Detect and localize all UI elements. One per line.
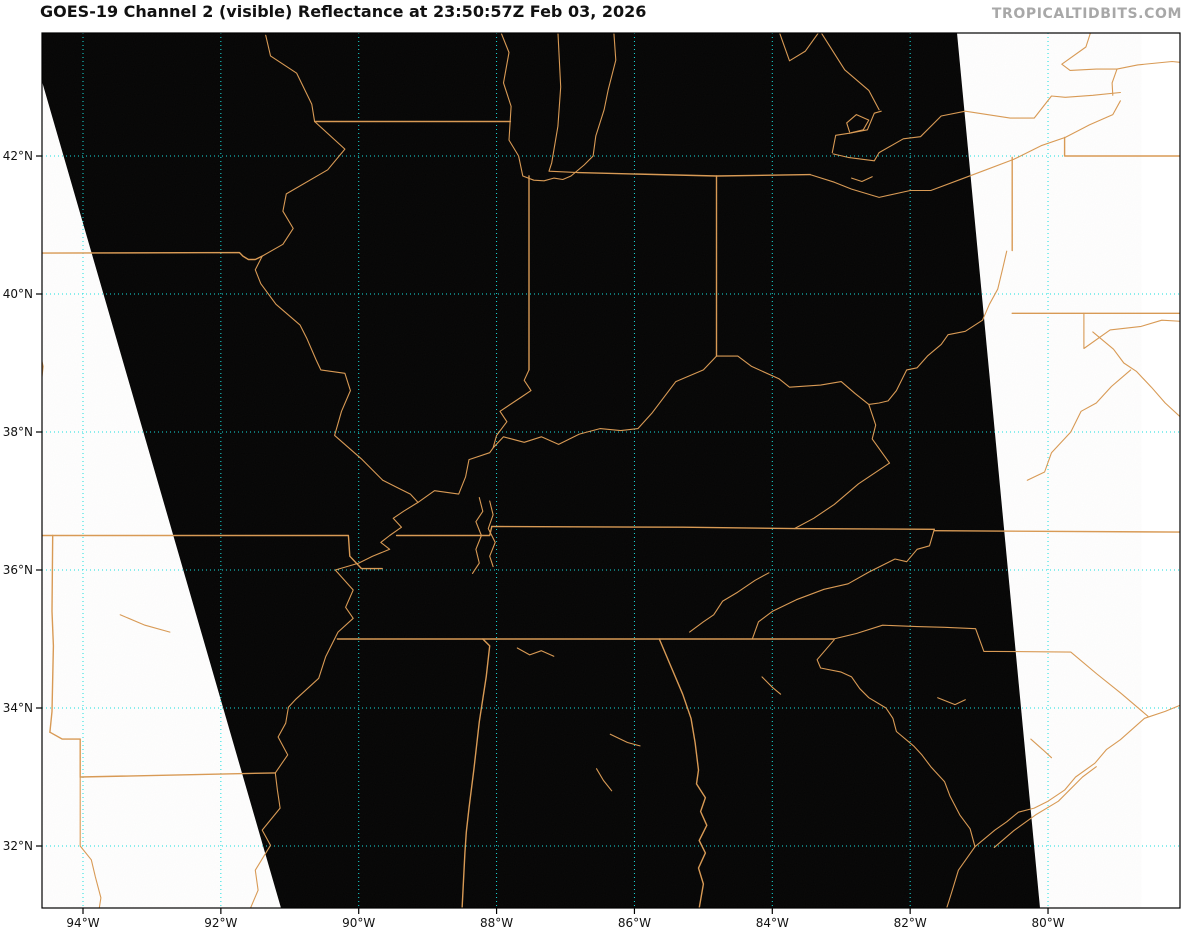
tropicaltidbits-watermark: TROPICALTIDBITS.COM — [991, 6, 1182, 22]
map-feature-border-la-tx — [79, 776, 102, 908]
x-tick-label: 82°W — [894, 916, 927, 929]
map-feature-michigan-thumb-shore — [820, 33, 880, 111]
map-feature-border-ky-wv — [868, 403, 891, 464]
map-feature-border-ny-pa — [1063, 136, 1180, 157]
x-tick-label: 94°W — [66, 916, 99, 929]
map-feature-border-va-nc — [933, 530, 1180, 533]
plot-border — [41, 32, 1181, 909]
map-feature-border-ky-tn-west — [395, 525, 493, 537]
sensor-noise — [42, 33, 1040, 908]
map-feature-lake-lanier — [761, 676, 782, 695]
map-layers — [42, 33, 1180, 908]
map-feature-lake-st-clair — [846, 114, 870, 134]
y-tick-label: 32°N — [3, 839, 33, 853]
map-feature-border-ga-sc — [816, 639, 976, 848]
x-tick-label: 88°W — [480, 916, 513, 929]
map-feature-lake-ontario-west — [1061, 33, 1118, 71]
map-feature-wheeler-lake — [516, 647, 555, 657]
x-tick-label: 90°W — [342, 916, 375, 929]
map-feature-saginaw-bay — [779, 33, 820, 62]
map-feature-border-mo-ks — [42, 358, 44, 382]
x-tick-label: 86°W — [618, 916, 651, 929]
map-feature-border-mo-ar — [42, 534, 383, 570]
map-feature-coosa-lakes — [595, 768, 613, 792]
map-feature-border-ia-mo — [42, 251, 263, 261]
map-feature-border-al-ga — [658, 638, 708, 908]
map-feature-wabash-river — [492, 369, 532, 449]
map-feature-barrier-islands — [993, 766, 1097, 848]
y-tick-label: 34°N — [3, 701, 33, 715]
map-feature-border-ky-va — [793, 462, 891, 530]
y-tick-label: 38°N — [3, 425, 33, 439]
map-feature-mississippi-lower — [249, 501, 419, 908]
y-tick-label: 40°N — [3, 287, 33, 301]
map-feature-lake-marion — [1030, 738, 1053, 759]
map-feature-border-md-wv — [1083, 312, 1180, 350]
image-title: GOES-19 Channel 2 (visible) Reflectance … — [40, 2, 647, 21]
map-feature-ohio-river — [417, 250, 1008, 503]
map-feature-lake-erie-south-shore — [809, 100, 1121, 198]
map-feature-lake-michigan-state-line — [548, 33, 579, 174]
map-feature-erie-islands — [851, 176, 873, 183]
map-feature-border-tn-nc — [751, 528, 935, 640]
map-feature-niagara-river — [1111, 68, 1118, 96]
map-feature-border-nc-sc — [833, 624, 1149, 717]
map-feature-border-ar-la — [79, 772, 276, 778]
map-feature-lake-erie-north-shore — [832, 91, 1121, 162]
map-feature-atlantic-coast — [946, 704, 1180, 908]
y-tick-label: 42°N — [3, 149, 33, 163]
x-tick-label: 92°W — [204, 916, 237, 929]
map-feature-border-va-wv-west — [1026, 369, 1132, 481]
y-tick-label: 36°N — [3, 563, 33, 577]
map-feature-lake-murray — [937, 697, 966, 706]
x-tick-label: 84°W — [756, 916, 789, 929]
map-feature-lake-dardanelle — [119, 614, 171, 633]
map-feature-border-ky-tn-east — [491, 525, 935, 530]
map-feature-lake-ontario-east — [1116, 60, 1180, 70]
map-feature-border-ar-tx — [49, 731, 81, 778]
map-feature-mississippi-upper — [254, 34, 419, 503]
map-feature-kentucky-lake — [471, 497, 484, 574]
map-feature-border-ms-al — [461, 638, 491, 908]
x-tick-label: 80°W — [1031, 916, 1064, 929]
map-feature-lake-barkley — [487, 500, 496, 568]
map-feature-border-ok-ar — [49, 534, 55, 733]
map-feature-logan-martin-lake — [609, 733, 641, 747]
map-feature-lake-michigan-shore — [500, 33, 617, 182]
map-feature-tennessee-river-lakes — [689, 572, 770, 633]
map-feature-border-va-wv-east — [1092, 331, 1180, 418]
